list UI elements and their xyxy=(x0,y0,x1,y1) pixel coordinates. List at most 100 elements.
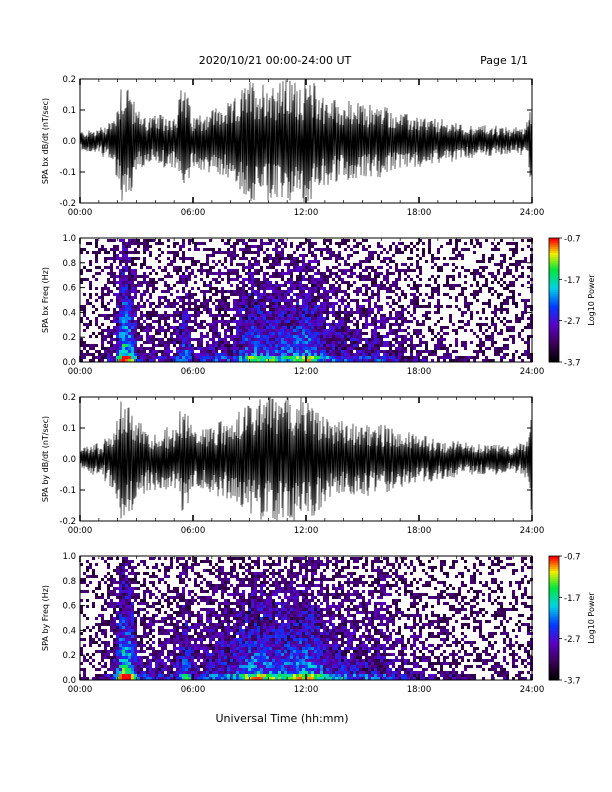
spectrogram-cell xyxy=(167,290,170,293)
spectrogram-cell xyxy=(332,308,335,311)
spectrogram-cell xyxy=(254,326,257,329)
spectrogram-cell xyxy=(467,320,470,323)
spectrogram-cell xyxy=(404,278,407,281)
spectrogram-cell xyxy=(308,332,311,335)
spectrogram-cell xyxy=(152,353,155,356)
spectrogram-cell xyxy=(263,302,266,305)
spectrogram-cell xyxy=(176,632,179,635)
spectrogram-cell xyxy=(122,584,125,587)
spectrogram-cell xyxy=(371,278,374,281)
spectrogram-cell xyxy=(173,590,176,593)
spectrogram-cell xyxy=(134,638,137,641)
spectrogram-cell xyxy=(428,350,431,353)
spectrogram-cell xyxy=(158,674,161,677)
spectrogram-cell xyxy=(299,308,302,311)
spectrogram-cell xyxy=(374,335,377,338)
spectrogram-cell xyxy=(308,353,311,356)
spectrogram-cell xyxy=(206,263,209,266)
spectrogram-cell xyxy=(215,314,218,317)
spectrogram-cell xyxy=(170,662,173,665)
spectrogram-cell xyxy=(284,293,287,296)
spectrogram-cell xyxy=(254,359,257,362)
spectrogram-cell xyxy=(356,329,359,332)
spectrogram-cell xyxy=(338,305,341,308)
spectrogram-cell xyxy=(221,302,224,305)
spectrogram-cell xyxy=(416,329,419,332)
spectrogram-cell xyxy=(314,329,317,332)
spectrogram-cell xyxy=(368,350,371,353)
spectrogram-cell xyxy=(275,260,278,263)
spectrogram-cell xyxy=(242,341,245,344)
colorbar-step xyxy=(549,310,559,313)
spectrogram-cell xyxy=(317,281,320,284)
spectrogram-cell xyxy=(116,581,119,584)
spectrogram-cell xyxy=(347,293,350,296)
spectrogram-cell xyxy=(119,569,122,572)
spectrogram-cell xyxy=(311,353,314,356)
spectrogram-cell xyxy=(290,260,293,263)
spectrogram-cell xyxy=(191,635,194,638)
spectrogram-cell xyxy=(122,662,125,665)
spectrogram-cell xyxy=(287,341,290,344)
spectrogram-cell xyxy=(479,338,482,341)
spectrogram-cell xyxy=(491,311,494,314)
spectrogram-cell xyxy=(380,305,383,308)
spectrogram-cell xyxy=(110,329,113,332)
spectrogram-cell xyxy=(164,677,167,680)
spectrogram-cell xyxy=(128,293,131,296)
spectrogram-cell xyxy=(377,341,380,344)
spectrogram-cell xyxy=(128,593,131,596)
spectrogram-cell xyxy=(98,332,101,335)
spectrogram-cell xyxy=(200,311,203,314)
spectrogram-cell xyxy=(197,584,200,587)
spectrogram-cell xyxy=(344,299,347,302)
spectrogram-cell xyxy=(227,356,230,359)
spectrogram-cell xyxy=(155,596,158,599)
spectrogram-cell xyxy=(188,656,191,659)
spectrogram-cell xyxy=(326,353,329,356)
spectrogram-cell xyxy=(110,290,113,293)
spectrogram-cell xyxy=(437,248,440,251)
spectrogram-cell xyxy=(122,644,125,647)
spectrogram-cell xyxy=(296,350,299,353)
spectrogram-cell xyxy=(224,302,227,305)
spectrogram-cell xyxy=(233,257,236,260)
spectrogram-cell xyxy=(521,311,524,314)
spectrogram-cell xyxy=(167,344,170,347)
spectrogram-cell xyxy=(302,305,305,308)
spectrogram-cell xyxy=(116,302,119,305)
spectrogram-cell xyxy=(353,299,356,302)
spectrogram-cell xyxy=(176,665,179,668)
spectrogram-cell xyxy=(365,353,368,356)
spectrogram-cell xyxy=(272,332,275,335)
spectrogram-cell xyxy=(389,332,392,335)
spectrogram-cell xyxy=(320,320,323,323)
spectrogram-cell xyxy=(113,350,116,353)
spectrogram-cell xyxy=(323,278,326,281)
spectrogram-cell xyxy=(128,599,131,602)
spectrogram-cell xyxy=(278,317,281,320)
spectrogram-cell xyxy=(224,260,227,263)
spectrogram-cell xyxy=(383,356,386,359)
spectrogram-cell xyxy=(485,329,488,332)
spectrogram-cell xyxy=(131,290,134,293)
spectrogram-cell xyxy=(173,599,176,602)
spectrogram-cell xyxy=(143,242,146,245)
spectrogram-cell xyxy=(461,314,464,317)
spectrogram-cell xyxy=(335,254,338,257)
spectrogram-cell xyxy=(338,245,341,248)
spectrogram-cell xyxy=(125,650,128,653)
spectrogram-cell xyxy=(179,620,182,623)
spectrogram-cell xyxy=(392,317,395,320)
spectrogram-cell xyxy=(368,353,371,356)
spectrogram-cell xyxy=(119,287,122,290)
spectrogram-cell xyxy=(434,281,437,284)
spectrogram-cell xyxy=(488,272,491,275)
spectrogram-cell xyxy=(137,281,140,284)
spectrogram-cell xyxy=(359,332,362,335)
spectrogram-cell xyxy=(116,587,119,590)
spectrogram-cell xyxy=(170,335,173,338)
spectrogram-cell xyxy=(158,665,161,668)
spectrogram-cell xyxy=(101,296,104,299)
spectrogram-cell xyxy=(311,293,314,296)
